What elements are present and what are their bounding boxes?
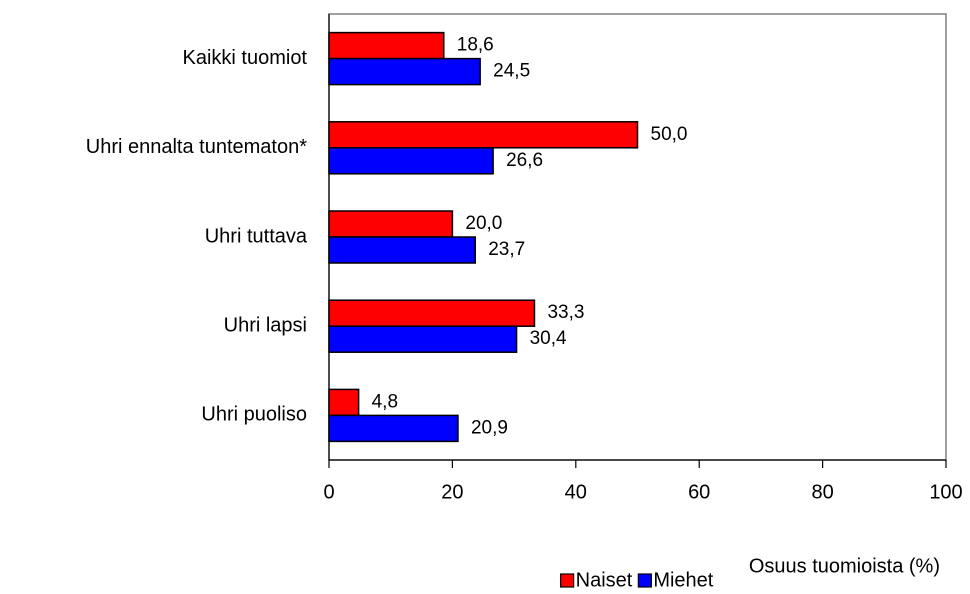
y-tick-label: Uhri puoliso	[201, 404, 307, 426]
data-label: 18,6	[457, 35, 494, 56]
bar	[328, 31, 445, 60]
data-label: 24,5	[493, 61, 530, 82]
x-tick-label: 80	[811, 481, 833, 503]
bar	[328, 147, 494, 175]
data-label: 20,0	[465, 213, 502, 234]
y-tick-label: Uhri tuttava	[205, 225, 308, 247]
x-tick-label: 0	[323, 481, 334, 503]
bar	[328, 388, 360, 417]
bar	[328, 414, 459, 443]
bar	[328, 121, 639, 149]
x-tick-label: 20	[441, 481, 463, 503]
x-tick-label: 40	[565, 481, 587, 503]
data-label: 20,9	[471, 417, 508, 438]
data-label: 50,0	[651, 124, 688, 145]
data-label: 26,6	[506, 150, 543, 171]
data-label: 33,3	[547, 302, 584, 323]
x-tick-label: 60	[688, 481, 710, 503]
bar	[328, 325, 518, 353]
data-label: 23,7	[488, 239, 525, 260]
bar	[328, 236, 476, 264]
legend-swatch	[560, 573, 575, 588]
legend-label: Naiset	[576, 569, 633, 591]
bar	[328, 299, 536, 327]
y-tick-label: Uhri lapsi	[224, 314, 307, 336]
legend-label: Miehet	[653, 569, 713, 591]
bar	[328, 57, 481, 86]
x-tick-label: 100	[929, 481, 962, 503]
bar	[328, 210, 454, 238]
data-label: 4,8	[372, 391, 398, 412]
y-tick-label: Kaikki tuomiot	[183, 47, 308, 69]
legend-swatch	[637, 573, 652, 588]
y-tick-label: Uhri ennalta tuntematon*	[86, 136, 307, 158]
data-label: 30,4	[530, 328, 567, 349]
x-axis-label: Osuus tuomioista (%)	[749, 555, 940, 577]
